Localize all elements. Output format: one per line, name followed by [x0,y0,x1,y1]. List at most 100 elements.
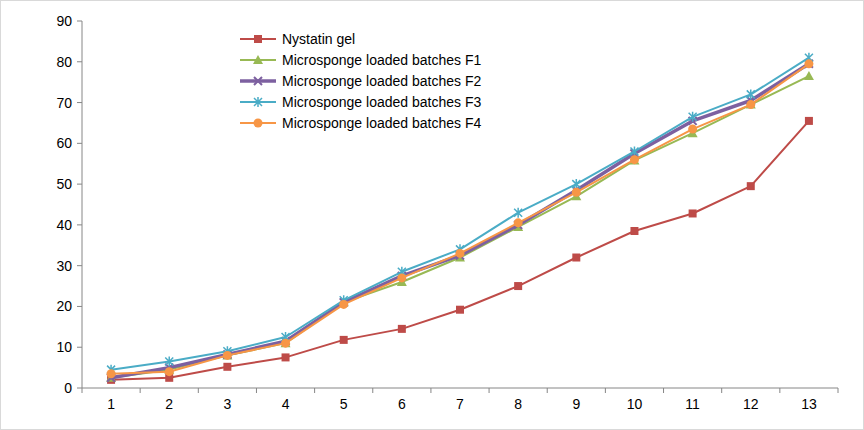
legend-marker [254,35,262,43]
data-point [572,254,580,262]
chart: 010203040506070809012345678910111213Nyst… [0,0,864,430]
data-point [456,249,465,258]
data-point [630,146,638,156]
x-tick-label: 2 [165,396,173,412]
y-tick [77,184,82,185]
data-point [572,188,581,197]
y-tick [77,265,82,266]
x-tick-label: 10 [627,396,643,412]
series-line [111,64,809,374]
legend-label: Microsponge loaded batches F2 [282,73,481,89]
data-point [747,182,755,190]
x-tick [489,388,490,393]
series-line [111,58,809,370]
y-tick-label: 10 [56,339,72,355]
x-axis-line [82,388,838,389]
data-point [804,59,813,68]
x-tick [256,388,257,393]
legend-marker [254,97,262,107]
y-tick-label: 80 [56,54,72,70]
x-tick-label: 6 [398,396,406,412]
y-tick-label: 30 [56,258,72,274]
data-point [107,369,116,378]
y-tick [77,102,82,103]
y-tick-label: 0 [64,380,72,396]
data-point [805,117,813,125]
x-tick [430,388,431,393]
y-axis-line [82,21,83,388]
legend-label: Nystatin gel [282,31,355,47]
data-point [223,363,231,371]
y-tick [77,347,82,348]
x-tick-label: 3 [223,396,231,412]
y-tick [77,224,82,225]
x-tick [314,388,315,393]
x-tick [372,388,373,393]
series-line [111,121,809,380]
y-tick [77,21,82,22]
series-line [111,64,809,378]
data-point [281,339,290,348]
data-point [630,227,638,235]
chart-frame [1,1,864,430]
data-point [689,209,697,217]
legend-marker [253,55,263,64]
legend-label: Microsponge loaded batches F4 [282,115,481,131]
x-tick [838,388,839,393]
data-point [746,100,755,109]
legend: Nystatin gel Microsponge loaded batches F… [240,31,481,131]
data-point [688,125,697,134]
data-point [282,353,290,361]
x-tick-label: 11 [685,396,700,412]
y-tick [77,388,82,389]
x-tick-label: 13 [801,396,817,412]
x-tick [547,388,548,393]
data-point [165,356,173,366]
y-tick-label: 50 [56,176,72,192]
legend-label: Microsponge loaded batches F1 [282,52,481,68]
y-tick-label: 40 [56,217,72,233]
x-tick [779,388,780,393]
legend-label: Microsponge loaded batches F3 [282,94,481,110]
x-tick [605,388,606,393]
data-point [165,367,174,376]
x-tick [663,388,664,393]
legend-marker [254,77,262,85]
y-tick-label: 70 [56,95,72,111]
data-point [456,306,464,314]
y-tick [77,143,82,144]
x-tick-label: 4 [282,396,290,412]
x-tick [140,388,141,393]
data-point [572,179,580,189]
y-tick-label: 60 [56,135,72,151]
x-tick-label: 12 [743,396,759,412]
data-point [689,112,697,122]
data-point [340,336,348,344]
x-tick-label: 5 [340,396,348,412]
data-point [223,351,232,360]
data-point [339,300,348,309]
x-tick [82,388,83,393]
data-point [514,218,523,227]
x-tick [198,388,199,393]
data-point [514,208,522,218]
legend-marker [254,119,263,128]
y-tick [77,61,82,62]
x-tick-label: 7 [456,396,464,412]
data-point [805,60,813,68]
data-point [630,155,639,164]
x-tick-label: 9 [572,396,580,412]
x-tick-label: 8 [514,396,522,412]
data-point [804,71,814,80]
y-tick-label: 20 [56,298,72,314]
y-tick-label: 90 [56,13,72,29]
plot-area [106,53,814,384]
y-tick [77,306,82,307]
data-point [398,325,406,333]
x-tick-label: 1 [107,396,115,412]
x-tick [721,388,722,393]
data-point [397,273,406,282]
series-line [111,76,809,378]
data-point [747,89,755,99]
data-point [514,282,522,290]
